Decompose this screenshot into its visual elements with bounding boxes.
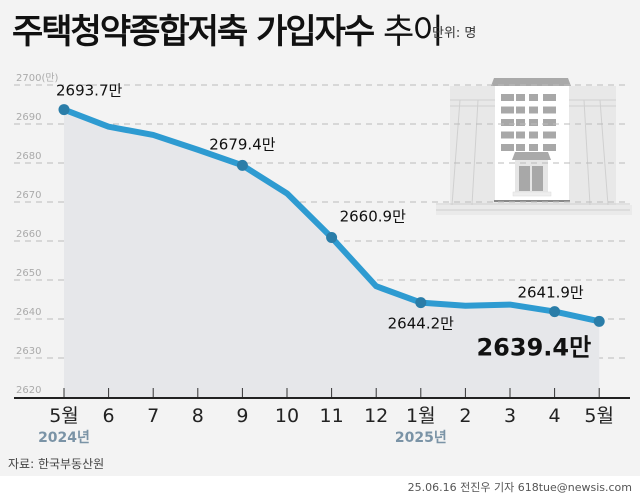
y-tick-label: 2690	[16, 112, 41, 123]
building-window	[501, 119, 514, 126]
x-tick-label: 3	[504, 405, 516, 427]
x-tick-label: 2	[459, 405, 471, 427]
building-window	[543, 119, 556, 126]
title-bold: 주택청약종합저축 가입자수	[12, 12, 375, 52]
data-point	[549, 306, 561, 318]
building-window	[529, 119, 538, 126]
building-window	[516, 144, 525, 151]
data-point	[415, 297, 427, 309]
year-label: 2024년	[38, 430, 90, 446]
data-point	[58, 104, 70, 116]
chart-title: 주택청약종합저축 가입자수 추이	[12, 4, 444, 53]
x-tick-label: 5월	[584, 405, 614, 427]
x-tick-label: 6	[103, 405, 115, 427]
data-label: 2641.9만	[517, 284, 583, 302]
building-window	[543, 106, 556, 114]
building-window	[516, 131, 525, 139]
line-chart: 262026302640265026602670268026902700(만) …	[14, 72, 632, 446]
y-tick-label: 2640	[16, 307, 41, 318]
y-tick-label: 2620	[16, 385, 41, 396]
building-window	[529, 131, 538, 139]
x-tick-label: 10	[275, 405, 299, 427]
x-tick-label: 7	[147, 405, 159, 427]
building-window	[501, 94, 514, 101]
building-window	[529, 94, 538, 101]
building-window	[529, 106, 538, 114]
data-point	[593, 315, 605, 327]
x-tick-label: 5월	[49, 405, 79, 427]
x-tick-label: 11	[320, 405, 344, 427]
data-label: 2679.4만	[209, 135, 275, 153]
building-icon	[436, 78, 632, 215]
building-window	[529, 144, 538, 151]
area-fill	[64, 109, 600, 397]
building-window	[501, 144, 514, 151]
building-window	[516, 106, 525, 114]
unit-label: 단위: 명	[432, 26, 477, 41]
year-label: 2025년	[395, 430, 447, 446]
x-tick-label: 4	[549, 405, 561, 427]
x-tick-label: 1월	[406, 405, 436, 427]
y-tick-label: 2680	[16, 151, 41, 162]
data-label: 2639.4만	[476, 333, 591, 361]
building-window	[501, 106, 514, 114]
data-label: 2693.7만	[56, 82, 122, 100]
building-window	[543, 144, 556, 151]
source-note: 자료: 한국부동산원	[8, 457, 105, 471]
credit-note: 25.06.16 전진우 기자 618tue@newsis.com	[407, 481, 632, 494]
building-window	[543, 94, 556, 101]
y-tick-label: 2630	[16, 346, 41, 357]
building-window	[516, 119, 525, 126]
y-tick-label: 2700(만)	[16, 72, 59, 84]
data-point	[326, 231, 338, 243]
x-tick-label: 8	[192, 405, 204, 427]
data-label: 2644.2만	[388, 315, 454, 333]
title-light: 추이	[383, 12, 444, 52]
data-label: 2660.9만	[340, 207, 406, 225]
y-tick-label: 2660	[16, 229, 41, 240]
x-tick-label: 9	[236, 405, 248, 427]
building-window	[501, 131, 514, 139]
y-tick-label: 2670	[16, 190, 41, 201]
y-tick-label: 2650	[16, 268, 41, 279]
building-window	[516, 94, 525, 101]
building-window	[543, 131, 556, 139]
x-tick-label: 12	[364, 405, 388, 427]
data-point	[236, 159, 248, 171]
